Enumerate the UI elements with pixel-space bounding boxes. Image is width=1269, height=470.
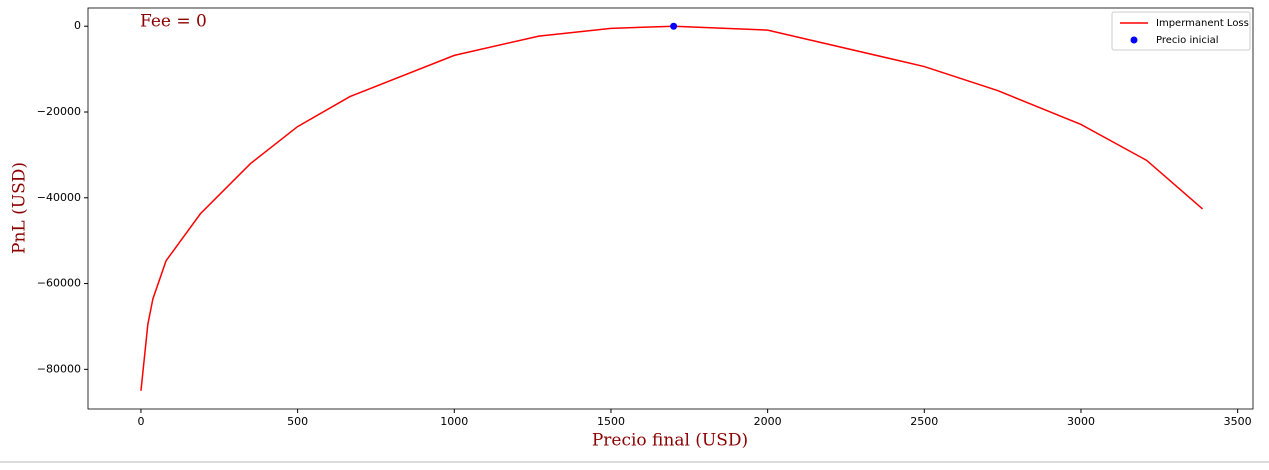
- legend-label: Precio inicial: [1156, 35, 1219, 46]
- y-tick-label: 0: [74, 19, 81, 32]
- x-tick-label: 1000: [440, 415, 468, 428]
- y-tick-label: −20000: [37, 105, 81, 118]
- x-axis-label: Precio final (USD): [592, 431, 748, 451]
- x-tick-label: 0: [137, 415, 144, 428]
- annotation: Fee = 0: [140, 12, 207, 32]
- legend-box: [1111, 11, 1251, 51]
- x-tick-label: 500: [287, 415, 308, 428]
- x-tick-label: 2500: [910, 415, 938, 428]
- y-tick-label: −40000: [37, 191, 81, 204]
- legend-dot: [1130, 36, 1138, 44]
- x-tick-label: 2000: [754, 415, 782, 428]
- scatter-point: [670, 22, 678, 30]
- series-line: [140, 25, 1204, 391]
- y-axis-label: PnL (USD): [10, 162, 30, 254]
- x-tick-label: 1500: [597, 415, 625, 428]
- x-tick-label: 3500: [1224, 415, 1252, 428]
- x-tick-label: 3000: [1067, 415, 1095, 428]
- legend-label: Impermanent Loss: [1156, 18, 1249, 29]
- y-tick-label: −80000: [37, 362, 81, 375]
- plot-frame: [87, 7, 1254, 410]
- y-tick-label: −60000: [37, 277, 81, 290]
